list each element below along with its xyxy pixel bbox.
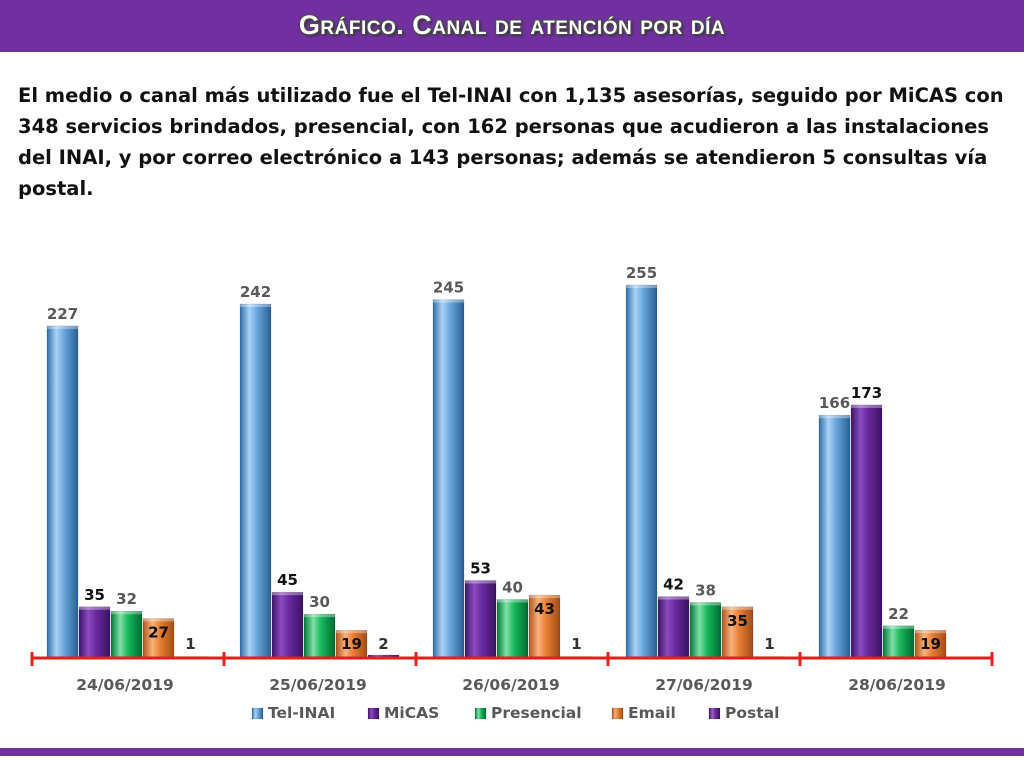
data-label: 38	[695, 581, 716, 599]
bar-top-highlight	[851, 404, 882, 408]
bar-top-highlight	[111, 611, 142, 615]
bar-top-highlight	[272, 592, 303, 596]
data-label: 42	[663, 576, 684, 594]
legend-swatch	[251, 707, 264, 720]
data-label: 19	[920, 635, 941, 653]
bar-top-highlight	[529, 595, 560, 599]
legend-label: MiCAS	[384, 704, 439, 722]
bar-top-highlight	[915, 630, 946, 634]
data-label: 45	[277, 571, 298, 589]
legend-label: Email	[628, 704, 676, 722]
legend-swatch	[367, 707, 380, 720]
x-tick-label: 24/06/2019	[76, 676, 174, 694]
data-label: 53	[470, 559, 491, 577]
data-label: 43	[534, 600, 555, 618]
bar-top-highlight	[819, 415, 850, 419]
x-tick-label: 25/06/2019	[269, 676, 367, 694]
bar-tel-inai-2	[239, 303, 272, 659]
intro-paragraph: El medio o canal más utilizado fue el Te…	[18, 84, 1004, 200]
page-title: Gráfico. Canal de atención por día	[298, 10, 726, 40]
data-label: 245	[433, 279, 464, 297]
data-label: 32	[116, 590, 137, 608]
bar-chart: 227 35 32 27 1 242 45 30 19 2 245 53 40 43 1 255 42 38 35 1…	[30, 264, 994, 722]
bar-email-2	[335, 629, 368, 659]
data-label: 35	[727, 612, 748, 630]
legend-swatch	[708, 707, 721, 720]
bar-top-highlight	[883, 625, 914, 629]
bar-email-5	[914, 629, 947, 659]
bar-top-highlight	[626, 284, 657, 288]
data-label: 22	[888, 605, 909, 623]
bar-top-highlight	[722, 606, 753, 610]
data-label: 27	[148, 624, 169, 642]
bar-top-highlight	[658, 596, 689, 600]
bar-top-highlight	[690, 602, 721, 606]
bar-micas-4	[657, 596, 690, 659]
data-label: 173	[851, 384, 882, 402]
bar-micas-1	[78, 606, 111, 659]
bar-top-highlight	[143, 618, 174, 622]
bar-tel-inai-5	[818, 414, 851, 659]
data-label: 35	[84, 586, 105, 604]
data-label: 1	[764, 635, 774, 653]
bar-presencial-2	[303, 613, 336, 659]
bar-top-highlight	[304, 614, 335, 618]
bar-top-highlight	[497, 599, 528, 603]
bar-top-highlight	[79, 606, 110, 610]
bar-tel-inai-4	[625, 284, 658, 659]
bar-presencial-1	[110, 610, 143, 659]
bar-top-highlight	[465, 580, 496, 584]
data-label: 40	[502, 578, 523, 596]
bar-micas-2	[271, 591, 304, 659]
bar-email-1	[142, 618, 175, 659]
data-label: 1	[185, 635, 195, 653]
bar-presencial-4	[689, 602, 722, 659]
bar-tel-inai-1	[46, 325, 79, 659]
legend-swatch	[611, 707, 624, 720]
data-label: 30	[309, 593, 330, 611]
legend-label: Tel-INAI	[268, 704, 335, 722]
bar-presencial-3	[496, 599, 529, 659]
x-tick-label: 28/06/2019	[848, 676, 946, 694]
bar-top-highlight	[433, 299, 464, 303]
bar-top-highlight	[47, 325, 78, 329]
x-tick-label: 27/06/2019	[655, 676, 753, 694]
data-label: 19	[341, 635, 362, 653]
bar-tel-inai-3	[432, 299, 465, 659]
footer-bar	[0, 748, 1024, 756]
bar-email-3	[528, 594, 561, 659]
legend-label: Presencial	[491, 704, 582, 722]
legend-label: Postal	[725, 704, 779, 722]
data-label: 166	[819, 394, 850, 412]
data-label: 1	[571, 635, 581, 653]
data-label: 2	[378, 635, 388, 653]
bar-presencial-5	[882, 625, 915, 659]
bar-micas-5	[850, 404, 883, 659]
bar-top-highlight	[240, 304, 271, 308]
bar-top-highlight	[336, 630, 367, 634]
data-label: 227	[47, 305, 78, 323]
legend-swatch	[474, 707, 487, 720]
bar-email-4	[721, 606, 754, 659]
data-label: 242	[240, 283, 271, 301]
bar-micas-3	[464, 580, 497, 659]
data-label: 255	[626, 264, 657, 282]
x-tick-label: 26/06/2019	[462, 676, 560, 694]
header-bar	[0, 0, 1024, 52]
